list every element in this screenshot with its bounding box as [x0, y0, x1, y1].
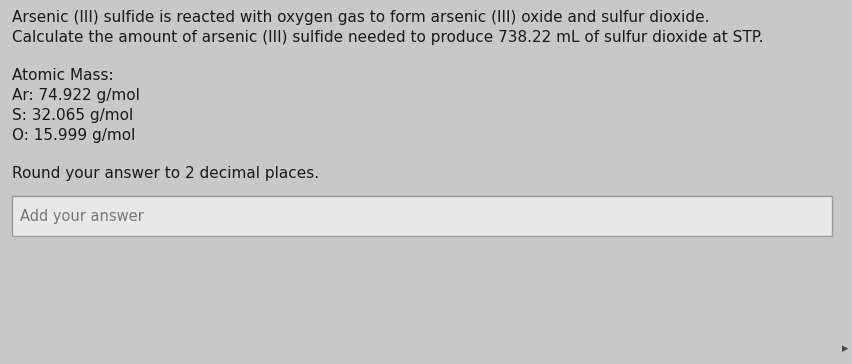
Text: Arsenic (III) sulfide is reacted with oxygen gas to form arsenic (III) oxide and: Arsenic (III) sulfide is reacted with ox… — [12, 10, 710, 25]
Text: Round your answer to 2 decimal places.: Round your answer to 2 decimal places. — [12, 166, 320, 181]
Text: Add your answer: Add your answer — [20, 209, 144, 223]
Text: Ar: 74.922 g/mol: Ar: 74.922 g/mol — [12, 88, 140, 103]
Text: S: 32.065 g/mol: S: 32.065 g/mol — [12, 108, 133, 123]
Text: Calculate the amount of arsenic (III) sulfide needed to produce 738.22 mL of sul: Calculate the amount of arsenic (III) su… — [12, 30, 763, 45]
Text: ▸: ▸ — [842, 342, 848, 355]
Text: O: 15.999 g/mol: O: 15.999 g/mol — [12, 128, 135, 143]
Text: Atomic Mass:: Atomic Mass: — [12, 68, 113, 83]
FancyBboxPatch shape — [12, 196, 832, 236]
